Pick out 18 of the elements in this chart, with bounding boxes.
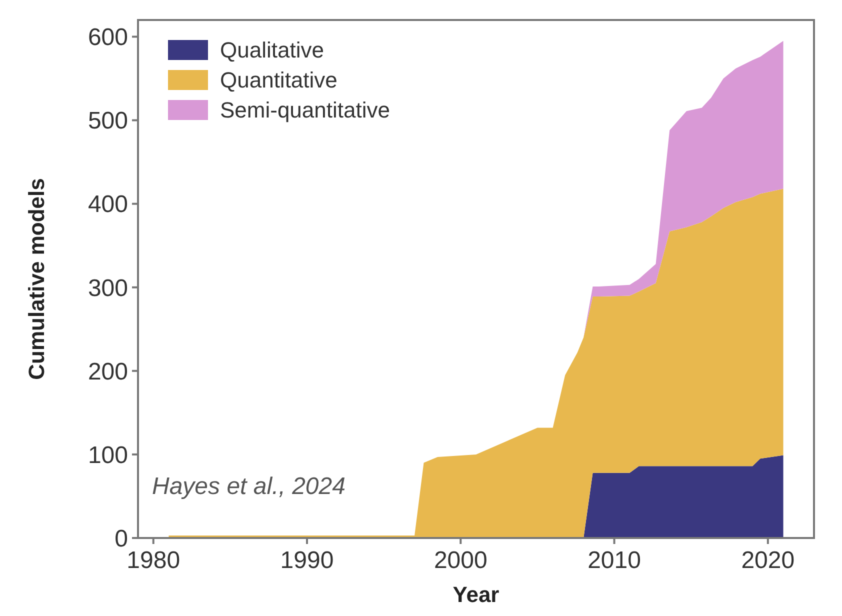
x-tick-label: 2020 [741, 547, 795, 574]
legend-label: Qualitative [220, 38, 324, 63]
x-axis-title: Year [452, 582, 500, 607]
x-tick-label: 1990 [280, 547, 334, 574]
y-tick-label: 100 [88, 442, 128, 469]
legend-label: Semi-quantitative [220, 98, 390, 123]
y-tick-label: 600 [88, 24, 128, 52]
y-tick-label: 400 [88, 191, 128, 218]
y-tick-label: 500 [88, 108, 128, 135]
y-tick-label: 200 [88, 358, 128, 386]
y-tick-label: 300 [88, 274, 128, 302]
y-axis-title: Cumulative models [24, 178, 49, 380]
legend-label: Quantitative [220, 68, 338, 93]
x-tick-label: 2010 [588, 547, 641, 574]
annotation: Hayes et al., 2024 [152, 473, 346, 500]
x-tick-label: 1980 [126, 547, 180, 574]
x-tick-label: 2000 [434, 547, 488, 574]
y-tick-label: 0 [114, 525, 128, 552]
